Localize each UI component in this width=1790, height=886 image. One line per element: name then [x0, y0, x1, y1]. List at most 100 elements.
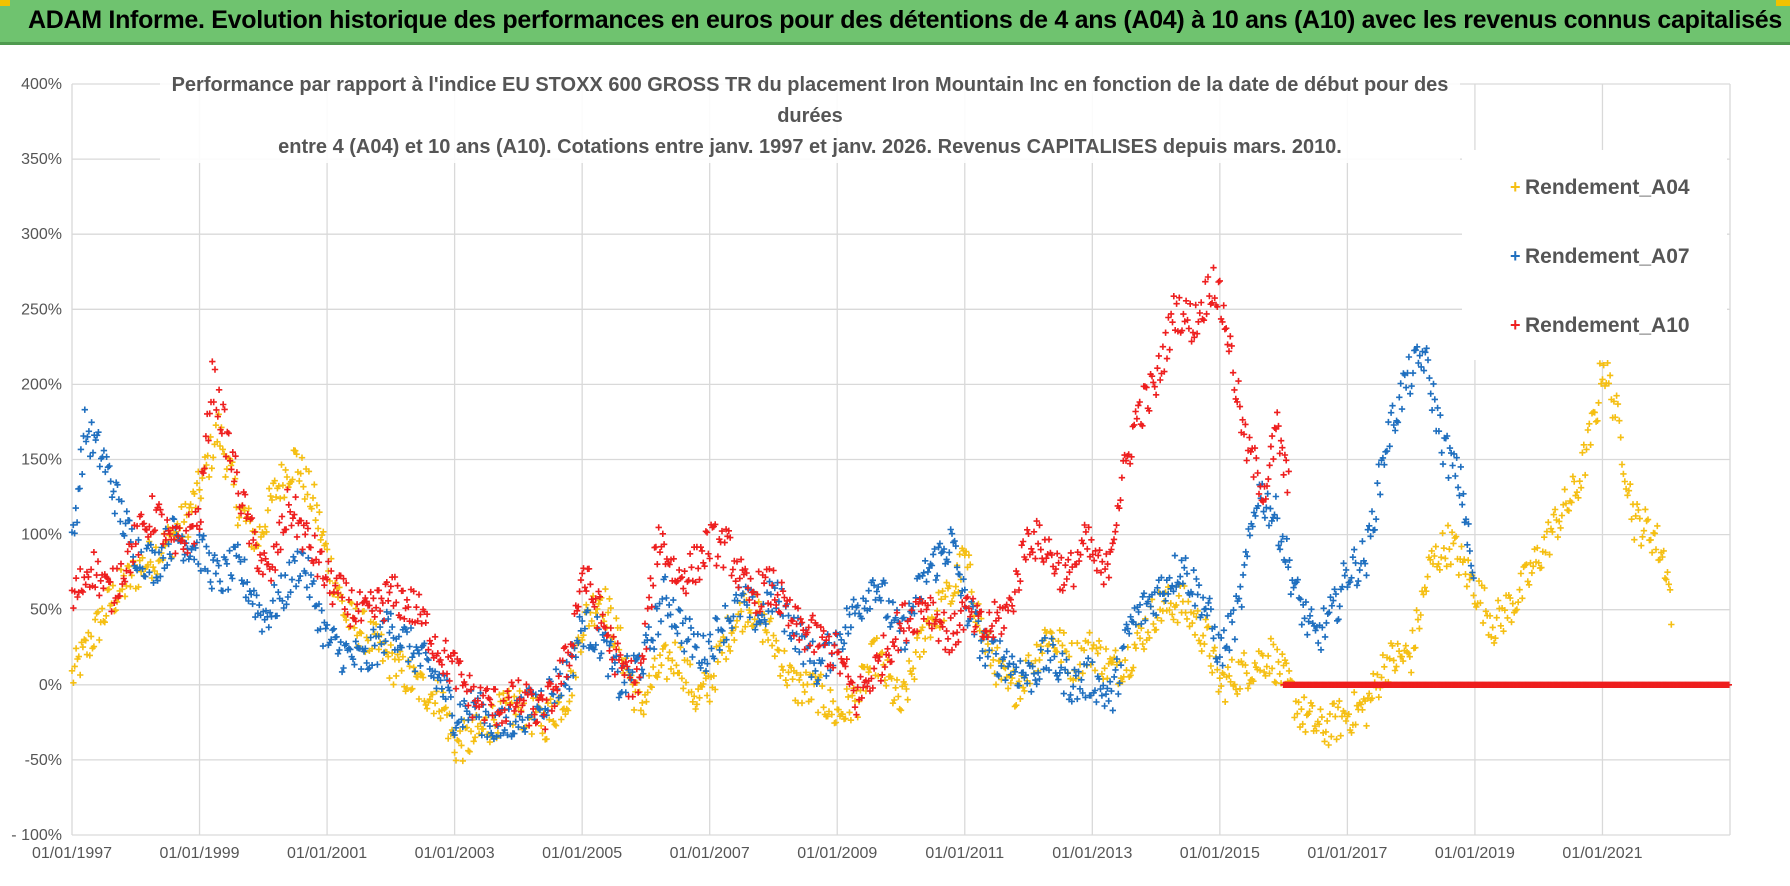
data-point [297, 572, 304, 580]
data-point [159, 540, 167, 548]
legend-item-a10: + Rendement_A10 [1462, 308, 1727, 348]
data-point [278, 513, 286, 520]
data-point [564, 707, 572, 714]
data-point [681, 648, 688, 655]
data-point [712, 686, 719, 693]
data-point [205, 437, 212, 444]
data-point [1140, 590, 1148, 597]
data-point [407, 624, 415, 632]
data-point [1136, 635, 1144, 642]
data-point [217, 426, 224, 433]
data-point [1336, 603, 1343, 610]
data-point [320, 528, 327, 535]
data-point [170, 516, 178, 523]
data-point [490, 716, 498, 723]
data-point [316, 509, 323, 516]
data-point [1551, 506, 1559, 513]
data-point [670, 555, 677, 562]
data-point [82, 438, 90, 445]
data-point [1011, 588, 1019, 596]
data-point [770, 632, 777, 639]
data-point [1594, 417, 1601, 424]
data-point [1363, 572, 1370, 579]
data-point [659, 530, 666, 537]
data-point [577, 648, 585, 656]
data-point [728, 572, 735, 579]
data-point [1523, 561, 1530, 568]
data-point [524, 714, 531, 721]
data-point [693, 701, 701, 708]
data-point [727, 534, 734, 541]
data-point [1664, 569, 1671, 576]
data-point [1108, 546, 1115, 553]
data-point [393, 599, 400, 606]
data-point [1195, 318, 1202, 325]
data-point [195, 505, 202, 512]
data-point [100, 585, 107, 592]
data-point [1017, 657, 1024, 665]
data-point [540, 711, 548, 718]
data-point [953, 564, 961, 571]
data-point [1220, 302, 1227, 309]
data-point [733, 617, 741, 624]
data-point [288, 576, 296, 583]
data-point [1280, 471, 1287, 478]
data-point [950, 539, 957, 546]
data-point [591, 646, 598, 653]
data-point [1041, 626, 1049, 634]
data-point [509, 683, 517, 690]
data-point [452, 724, 460, 731]
data-point [303, 520, 310, 527]
data-point [143, 526, 150, 534]
data-point [237, 558, 244, 565]
data-point [632, 679, 639, 686]
data-point [1132, 645, 1140, 652]
data-point [1260, 668, 1268, 676]
data-point [727, 617, 734, 624]
data-point [1135, 608, 1142, 616]
data-point [1331, 586, 1338, 593]
data-point [138, 511, 145, 518]
data-point [291, 557, 298, 564]
data-point [1252, 512, 1259, 520]
data-point [700, 680, 707, 688]
data-point [1391, 667, 1399, 674]
data-point [477, 684, 484, 691]
x-tick-label: 01/01/1999 [159, 845, 239, 862]
data-point [267, 492, 274, 500]
data-point [112, 607, 119, 614]
data-point [562, 682, 569, 689]
data-point [566, 698, 573, 705]
data-point [456, 658, 464, 665]
data-point [216, 442, 224, 450]
data-point [1025, 652, 1032, 659]
data-point [706, 555, 713, 562]
data-point [1126, 630, 1133, 637]
data-point [762, 574, 769, 581]
data-point [884, 645, 891, 652]
data-point [1017, 695, 1024, 702]
data-point [1632, 512, 1639, 520]
data-point [1324, 717, 1331, 725]
data-point [1663, 576, 1670, 583]
data-point [682, 679, 690, 686]
data-point [1106, 678, 1114, 685]
data-point [943, 579, 950, 586]
data-point [658, 662, 665, 669]
data-point [282, 526, 290, 533]
data-point [1112, 528, 1119, 535]
data-point [1361, 560, 1369, 567]
data-point [534, 718, 541, 726]
data-point [591, 603, 598, 610]
legend-marker-a07: + [1510, 246, 1521, 266]
data-point [555, 673, 562, 680]
data-point [479, 725, 487, 733]
data-point [672, 624, 680, 631]
data-point [397, 614, 404, 621]
data-point [498, 719, 506, 727]
data-point [347, 623, 354, 630]
data-point [984, 633, 992, 641]
data-point [583, 587, 590, 595]
data-point [93, 432, 101, 439]
data-point [1154, 584, 1161, 591]
